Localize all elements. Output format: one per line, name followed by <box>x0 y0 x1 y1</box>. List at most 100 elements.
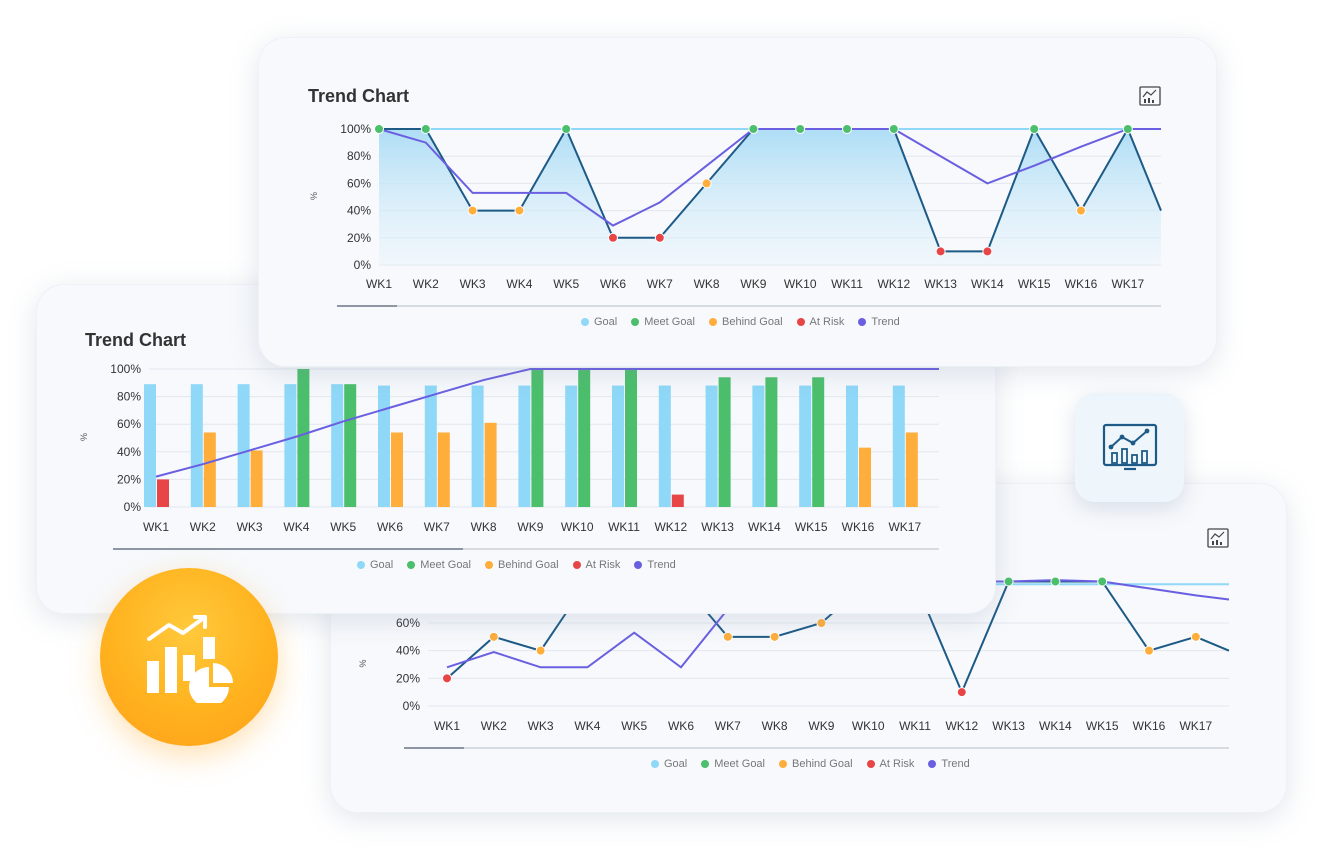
legend-item[interactable]: Behind Goal <box>709 316 783 328</box>
chart-title: Trend Chart <box>308 86 410 106</box>
actual-bar <box>157 479 169 507</box>
x-tick-label: WK10 <box>561 520 594 534</box>
x-tick-label: WK17 <box>1111 277 1144 291</box>
legend-swatch <box>866 760 875 768</box>
legend-swatch <box>572 561 581 569</box>
y-tick-label: 20% <box>117 472 141 486</box>
x-tick-label: WK14 <box>971 277 1004 291</box>
chart-analytics-icon[interactable] <box>1207 528 1229 548</box>
x-tick-label: WK7 <box>424 520 450 534</box>
actual-bar <box>250 450 263 507</box>
goal-bar <box>424 385 437 507</box>
legend-item[interactable]: Trend <box>858 316 900 328</box>
x-tick-label: WK5 <box>621 719 647 733</box>
y-tick-label: 0% <box>403 699 421 713</box>
legend-item[interactable]: Behind Goal <box>485 559 559 571</box>
trend-line <box>378 128 1161 227</box>
y-tick-label: 100% <box>340 122 371 136</box>
actual-bar <box>531 369 544 507</box>
goal-bar <box>846 385 858 507</box>
y-tick-label: 0% <box>354 258 372 272</box>
data-point <box>1050 576 1061 587</box>
legend-item[interactable]: Goal <box>651 758 687 770</box>
actual-bar <box>812 377 825 507</box>
goal-bar <box>471 385 484 507</box>
actual-bar <box>344 384 357 507</box>
y-tick-label: 40% <box>117 445 141 459</box>
data-point <box>1190 631 1201 642</box>
legend-label: Trend <box>871 316 900 328</box>
data-point <box>420 124 431 134</box>
data-point <box>769 631 780 642</box>
legend-label: At Risk <box>879 758 915 770</box>
goal-bar <box>378 385 390 507</box>
y-axis-label: % <box>309 192 319 200</box>
x-tick-label: WK8 <box>471 520 497 534</box>
legend-label: Goal <box>594 316 618 328</box>
trend-line-chart: 0% 20% 40% 60% 80% 100%% WK1 WK2 WK3 WK4 WK5 WK6 WK7… <box>309 122 1162 307</box>
x-tick-label: WK17 <box>1179 719 1212 733</box>
trend-line <box>155 368 939 478</box>
trend-bar-chart: 0% 20% 40% 60% 80% 100%% WK1 WK2 WK3 WK4 WK5 WK6 WK7… <box>79 362 939 550</box>
legend-label: Behind Goal <box>498 559 559 571</box>
x-tick-label: WK3 <box>237 520 263 534</box>
chart-analytics-icon[interactable] <box>1139 86 1161 106</box>
goal-bar <box>565 385 578 507</box>
legend-item[interactable]: At Risk <box>866 758 915 770</box>
x-tick-label: WK15 <box>795 520 828 534</box>
x-tick-label: WK10 <box>784 277 817 291</box>
legend-swatch <box>485 561 493 569</box>
goal-bar <box>705 385 718 507</box>
legend-label: Trend <box>647 559 676 571</box>
y-tick-label: 40% <box>347 204 371 218</box>
goal-bar <box>612 385 624 507</box>
legend-swatch <box>709 318 717 326</box>
analytics-icon-tile[interactable] <box>1075 393 1184 502</box>
chart-title: Trend Chart <box>85 330 187 350</box>
x-tick-label: WK3 <box>460 277 486 291</box>
goal-bar <box>658 385 671 507</box>
legend-item[interactable]: Meet Goal <box>631 316 695 328</box>
legend-label: Goal <box>370 559 394 571</box>
goal-bar <box>518 385 531 507</box>
data-point <box>608 232 618 243</box>
legend-item[interactable]: At Risk <box>572 559 620 571</box>
x-tick-label: WK12 <box>945 719 978 733</box>
chart-analytics-icon <box>1102 423 1157 470</box>
legend-item[interactable]: Meet Goal <box>407 559 471 571</box>
legend-label: Trend <box>941 758 970 770</box>
x-tick-label: WK13 <box>924 277 957 291</box>
legend-swatch <box>651 760 659 768</box>
x-tick-label: WK14 <box>748 520 781 534</box>
data-point <box>561 124 572 134</box>
x-tick-label: WK2 <box>190 520 216 534</box>
data-point <box>956 687 967 698</box>
legend-swatch <box>634 561 643 569</box>
goal-bar <box>892 385 905 507</box>
y-tick-label: 0% <box>124 500 142 514</box>
legend-item[interactable]: Goal <box>357 559 393 571</box>
chart-legend: Goal Meet Goal Behind Goal At Risk Trend <box>357 559 676 571</box>
legend-item[interactable]: Goal <box>581 316 617 328</box>
legend-swatch <box>858 318 867 326</box>
x-tick-label: WK9 <box>517 520 543 534</box>
data-point <box>1122 124 1133 134</box>
legend-item[interactable]: At Risk <box>796 316 844 328</box>
legend-item[interactable]: Trend <box>634 559 676 571</box>
goal-bar <box>144 384 156 507</box>
goal-bar <box>752 385 765 507</box>
legend-label: Meet Goal <box>644 316 695 328</box>
legend-item[interactable]: Meet Goal <box>701 758 765 770</box>
legend-swatch <box>701 760 710 768</box>
actual-bar <box>578 369 591 507</box>
legend-swatch <box>581 318 589 326</box>
y-axis-label: % <box>358 659 368 667</box>
x-tick-label: WK12 <box>654 520 687 534</box>
legend-item[interactable]: Trend <box>928 758 970 770</box>
x-tick-label: WK4 <box>283 520 309 534</box>
trend-chart-card-line: Trend Chart 0% 20% 40% 60% 80% 100%% WK1 WK2 WK3… <box>258 37 1217 367</box>
goal-bar <box>190 384 203 507</box>
legend-item[interactable]: Behind Goal <box>779 758 853 770</box>
data-point <box>374 124 384 134</box>
goal-bar <box>237 384 250 507</box>
